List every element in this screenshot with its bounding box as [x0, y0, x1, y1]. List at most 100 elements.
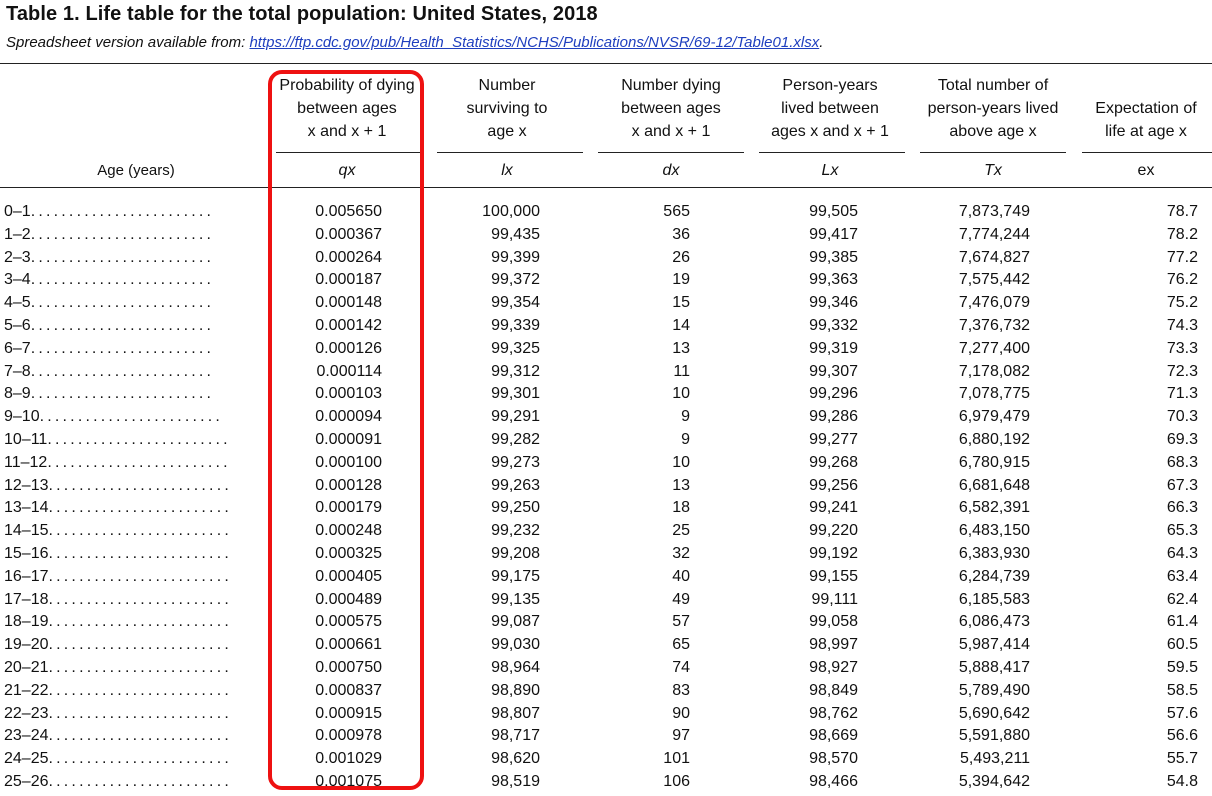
- table-row: 5–6........................ 0.000142 99,33…: [0, 317, 1212, 340]
- header-lx: Number surviving to age x: [432, 74, 582, 143]
- age-label: 23–24: [4, 727, 49, 745]
- subtitle-suffix: .: [819, 34, 824, 51]
- age-label: 22–23: [4, 704, 49, 722]
- age-cell: 24–25........................: [4, 750, 274, 768]
- spreadsheet-link[interactable]: https://ftp.cdc.gov/pub/Health_Statistic…: [249, 34, 820, 51]
- age-label: 20–21: [4, 659, 49, 676]
- cell-qx: 0.000100: [315, 453, 382, 471]
- table-row: 17–18........................ 0.000489 99,…: [0, 591, 1212, 614]
- dot-leader: ........................: [47, 453, 231, 471]
- cell-lx: 99,354: [491, 294, 540, 312]
- dot-leader: ........................: [48, 613, 232, 631]
- table-row: 4–5........................ 0.000148 99,35…: [0, 294, 1212, 317]
- cell-Lx: 99,220: [809, 522, 858, 540]
- cell-Lx: 99,346: [809, 294, 858, 312]
- table-row: 16–17........................ 0.000405 99,…: [0, 568, 1212, 591]
- dot-leader: ........................: [48, 545, 232, 562]
- cell-lx: 99,312: [491, 362, 540, 380]
- table-row: 19–20........................ 0.000661 99,…: [0, 636, 1212, 659]
- age-cell: 21–22........................: [4, 682, 274, 700]
- header-Tx-rule: [920, 152, 1066, 153]
- cell-ex: 55.7: [1166, 750, 1198, 768]
- table-row: 10–11........................ 0.000091 99,…: [0, 431, 1212, 454]
- dot-leader: ........................: [48, 522, 232, 540]
- symbol-qx: qx: [338, 162, 356, 179]
- cell-qx: 0.000187: [315, 271, 382, 289]
- cell-dx: 49: [672, 590, 690, 608]
- cell-dx: 9: [681, 408, 690, 426]
- cell-Lx: 99,192: [809, 545, 858, 562]
- cell-Lx: 99,307: [809, 362, 858, 380]
- cell-lx: 99,263: [491, 476, 540, 494]
- cell-dx: 9: [681, 431, 690, 448]
- cell-qx: 0.000367: [315, 225, 382, 243]
- age-label: 21–22: [4, 681, 49, 699]
- cell-Tx: 6,979,479: [958, 408, 1030, 426]
- age-label: 8–9: [4, 385, 31, 403]
- cell-Tx: 5,690,642: [958, 704, 1030, 722]
- age-label: 3–4: [4, 271, 31, 289]
- cell-qx: 0.000248: [315, 522, 382, 540]
- header-dx-rule: [598, 152, 744, 153]
- cell-Lx: 99,268: [809, 453, 858, 471]
- age-cell: 15–16........................: [4, 545, 274, 563]
- cell-dx: 11: [673, 362, 690, 380]
- cell-Tx: 5,789,490: [958, 681, 1030, 699]
- age-cell: 23–24........................: [4, 727, 274, 745]
- cell-ex: 66.3: [1166, 499, 1198, 517]
- cell-ex: 60.5: [1166, 636, 1198, 654]
- cell-qx: 0.001029: [315, 750, 382, 768]
- cell-ex: 78.2: [1166, 225, 1198, 243]
- cell-Lx: 99,155: [809, 567, 858, 585]
- cell-Tx: 7,476,079: [958, 294, 1030, 312]
- cell-ex: 70.3: [1166, 408, 1198, 426]
- table-row: 25–26........................ 0.001075 98,…: [0, 773, 1212, 796]
- table-row: 12–13........................ 0.000128 99,…: [0, 477, 1212, 500]
- age-cell: 16–17........................: [4, 568, 274, 586]
- cell-ex: 65.3: [1166, 522, 1198, 540]
- cell-Lx: 99,286: [809, 408, 858, 426]
- age-cell: 11–12........................: [4, 454, 274, 472]
- cell-qx: 0.000128: [315, 476, 382, 494]
- cell-qx: 0.000978: [315, 727, 382, 745]
- age-label: 18–19: [4, 613, 49, 631]
- table-row: 9–10........................ 0.000094 99,2…: [0, 408, 1212, 431]
- age-label: 16–17: [4, 567, 49, 585]
- symbol-Tx: Tx: [984, 162, 1002, 179]
- header-dx-line: between ages: [621, 100, 721, 117]
- table-row: 18–19........................ 0.000575 99,…: [0, 613, 1212, 636]
- cell-lx: 99,301: [491, 385, 540, 403]
- cell-Tx: 7,078,775: [958, 385, 1030, 403]
- age-label: 4–5: [4, 294, 31, 312]
- age-label: 17–18: [4, 590, 49, 608]
- cell-lx: 99,175: [491, 567, 540, 585]
- cell-dx: 26: [672, 248, 690, 266]
- cell-qx: 0.000179: [315, 499, 382, 517]
- table-row: 3–4........................ 0.000187 99,37…: [0, 271, 1212, 294]
- cell-ex: 64.3: [1166, 545, 1198, 562]
- cell-Tx: 6,681,648: [958, 476, 1030, 494]
- age-cell: 10–11........................: [4, 431, 274, 449]
- cell-qx: 0.000142: [315, 317, 382, 334]
- dot-leader: ........................: [48, 750, 232, 768]
- dot-leader: ........................: [30, 225, 215, 243]
- table-row: 22–23........................ 0.000915 98,…: [0, 705, 1212, 728]
- cell-ex: 56.6: [1166, 727, 1198, 745]
- cell-qx: 0.000750: [315, 659, 382, 676]
- symbol-lx: lx: [501, 162, 513, 179]
- age-label: 1–2: [4, 225, 31, 243]
- table-subtitle: Spreadsheet version available from: http…: [6, 34, 823, 51]
- cell-Lx: 99,417: [809, 225, 858, 243]
- age-cell: 20–21........................: [4, 659, 274, 677]
- age-cell: 1–2........................: [4, 226, 274, 244]
- cell-Lx: 99,363: [809, 271, 858, 289]
- cell-lx: 99,030: [491, 636, 540, 654]
- age-label: 10–11: [4, 431, 48, 448]
- cell-dx: 13: [672, 476, 690, 494]
- age-cell: 3–4........................: [4, 271, 274, 289]
- cell-lx: 99,232: [491, 522, 540, 540]
- age-cell: 22–23........................: [4, 705, 274, 723]
- cell-ex: 61.4: [1166, 613, 1198, 631]
- age-label: 9–10: [4, 408, 40, 426]
- cell-dx: 13: [672, 339, 690, 357]
